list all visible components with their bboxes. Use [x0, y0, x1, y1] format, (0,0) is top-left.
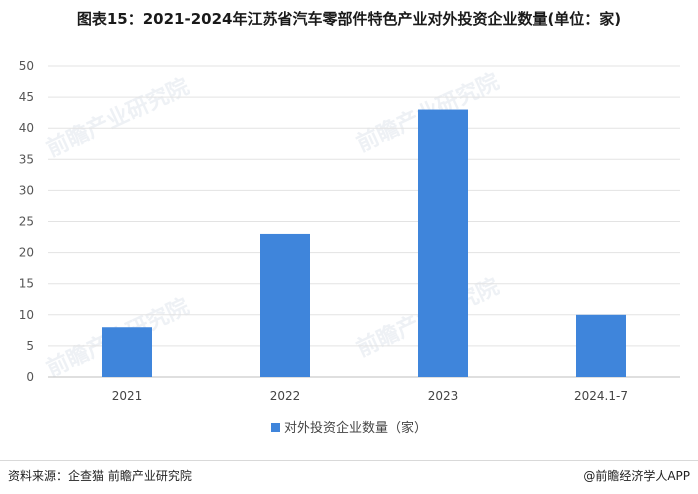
bar-2023: [418, 109, 468, 377]
x-axis-tick-labels: 2021 2022 2023 2024.1-7: [112, 389, 628, 403]
y-tick-label: 50: [19, 59, 34, 73]
x-tick-label: 2022: [270, 389, 301, 403]
y-tick-label: 20: [19, 246, 34, 260]
y-tick-label: 5: [26, 339, 34, 353]
bar-2022: [260, 233, 310, 377]
x-tick-label: 2023: [428, 389, 459, 403]
chart-title: 图表15：2021-2024年江苏省汽车零部件特色产业对外投资企业数量(单位：家…: [76, 10, 622, 28]
legend: 对外投资企业数量（家）: [0, 417, 698, 436]
y-axis-tick-labels: 0 5 10 15 20 25 30 35 40 45 50: [19, 59, 34, 384]
x-tick-label: 2024.1-7: [574, 389, 628, 403]
y-tick-label: 0: [26, 370, 34, 384]
y-tick-label: 45: [19, 90, 34, 104]
source-note: 资料来源：企查猫 前瞻产业研究院: [8, 469, 192, 483]
y-tick-label: 30: [19, 183, 34, 197]
y-tick-label: 15: [19, 277, 34, 291]
x-tick-label: 2021: [112, 389, 143, 403]
gridlines: [48, 65, 680, 378]
legend-swatch: [270, 423, 280, 432]
brand-credit: @前瞻经济学人APP: [583, 469, 690, 483]
y-tick-label: 10: [19, 308, 34, 322]
legend-label: 对外投资企业数量（家）: [283, 421, 427, 436]
y-tick-label: 35: [19, 152, 34, 166]
bars: [102, 109, 626, 377]
y-tick-label: 25: [19, 215, 34, 229]
y-tick-label: 40: [19, 121, 34, 135]
bar-chart: 0 5 10 15 20 25 30 35 40 45 50 2021 2022 2023 2024.1-…: [19, 59, 680, 403]
bar-2024.1-7: [576, 314, 626, 377]
bar-2021: [102, 327, 152, 377]
footer-divider: [0, 460, 698, 461]
